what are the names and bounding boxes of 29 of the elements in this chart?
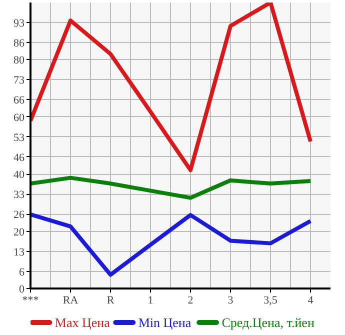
line-series <box>30 2 312 172</box>
legend-label: Сред.Цена, т.йен <box>222 315 314 330</box>
y-tick-label: 46 <box>14 152 25 164</box>
y-tick-label: 13 <box>14 246 25 258</box>
x-tick-label: R <box>106 294 115 306</box>
legend-label: Min Цена <box>138 315 192 330</box>
x-tick-label: 1 <box>148 294 154 306</box>
x-tick-label: *** <box>22 294 39 306</box>
x-tick-label: 4 <box>308 294 314 306</box>
x-tick-label: RA <box>62 294 78 306</box>
line-series <box>30 212 312 277</box>
y-tick-label: 6 <box>19 266 25 278</box>
y-tick-label: 33 <box>14 189 25 202</box>
y-tick-label: 73 <box>14 74 25 87</box>
line-series <box>30 176 312 200</box>
y-tick-label: 80 <box>14 54 25 67</box>
y-tick-label: 20 <box>14 226 25 238</box>
y-tick-label: 53 <box>14 132 25 144</box>
y-tick-label: 66 <box>14 94 25 107</box>
y-tick-label: 93 <box>14 18 25 30</box>
x-tick-label: 2 <box>188 294 194 306</box>
x-tick-label: 3 <box>228 294 234 306</box>
y-tick-label: 60 <box>14 112 25 124</box>
x-tick-label: 3,5 <box>264 294 278 306</box>
y-tick-label: 26 <box>14 209 25 222</box>
y-tick-label: 86 <box>14 38 25 50</box>
legend-label: Max Цена <box>54 315 110 330</box>
y-tick-label: 0 <box>19 284 25 296</box>
y-tick-label: 40 <box>14 169 25 182</box>
